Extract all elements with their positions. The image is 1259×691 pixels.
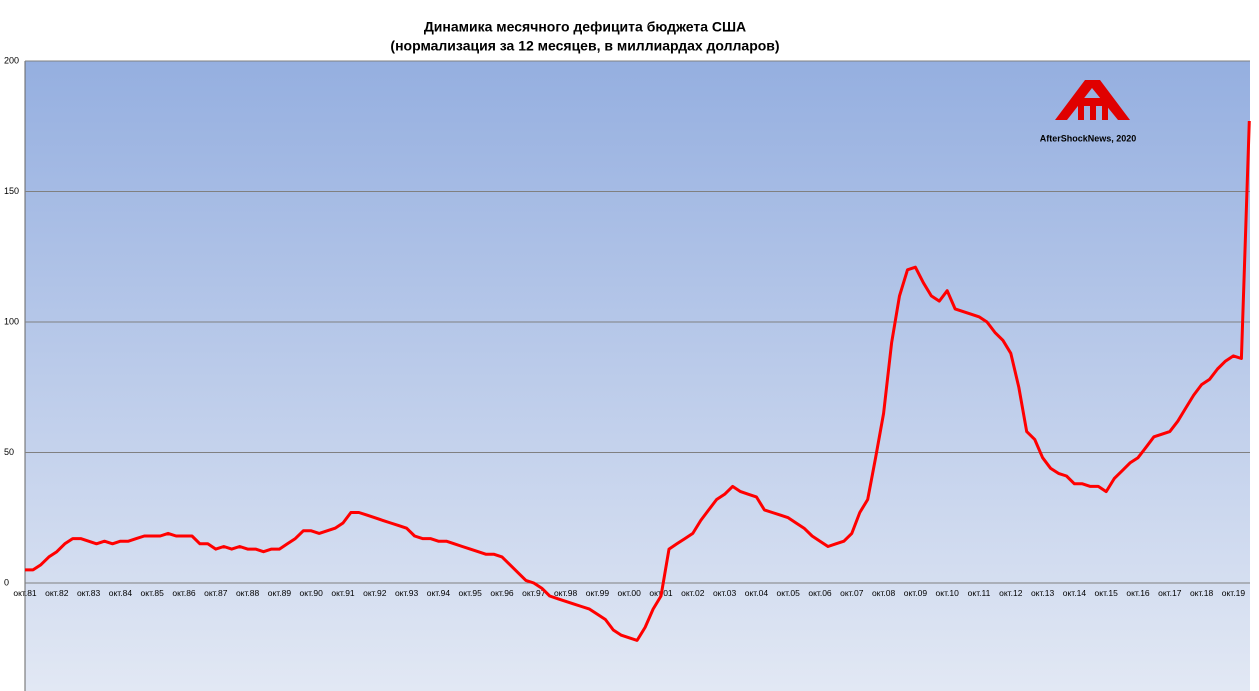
x-tick-label: окт.98	[554, 588, 578, 598]
x-tick-label: окт.85	[141, 588, 165, 598]
x-tick-label: окт.17	[1158, 588, 1182, 598]
x-tick-label: окт.81	[13, 588, 37, 598]
x-tick-label: окт.95	[459, 588, 483, 598]
x-tick-label: окт.13	[1031, 588, 1055, 598]
x-tick-label: окт.87	[204, 588, 228, 598]
x-tick-label: окт.00	[618, 588, 642, 598]
x-tick-label: окт.14	[1063, 588, 1087, 598]
x-tick-label: окт.09	[904, 588, 928, 598]
x-tick-label: окт.16	[1126, 588, 1150, 598]
x-tick-label: окт.19	[1222, 588, 1246, 598]
x-tick-label: окт.18	[1190, 588, 1214, 598]
x-tick-label: окт.03	[713, 588, 737, 598]
x-tick-label: окт.88	[236, 588, 260, 598]
data-line	[25, 120, 1251, 642]
y-tick-label: 200	[4, 55, 19, 65]
x-tick-label: окт.12	[999, 588, 1023, 598]
x-tick-label: окт.15	[1095, 588, 1119, 598]
x-tick-label: окт.86	[172, 588, 196, 598]
x-tick-label: окт.10	[936, 588, 960, 598]
x-tick-label: окт.82	[45, 588, 69, 598]
x-tick-label: окт.02	[681, 588, 705, 598]
x-tick-label: окт.07	[840, 588, 864, 598]
x-tick-label: окт.94	[427, 588, 451, 598]
plot-area	[25, 61, 1250, 691]
x-tick-label: окт.96	[490, 588, 514, 598]
x-tick-label: окт.05	[777, 588, 801, 598]
logo	[1055, 80, 1130, 120]
y-tick-label: 150	[4, 186, 19, 196]
x-tick-label: окт.84	[109, 588, 133, 598]
x-tick-label: окт.93	[395, 588, 419, 598]
chart-subtitle: (нормализация за 12 месяцев, в миллиарда…	[390, 38, 779, 54]
x-tick-label: окт.97	[522, 588, 546, 598]
x-tick-label: окт.11	[968, 588, 991, 598]
x-tick-label: окт.91	[331, 588, 355, 598]
x-tick-label: окт.83	[77, 588, 101, 598]
chart-title: Динамика месячного дефицита бюджета США	[424, 19, 746, 35]
x-tick-label: окт.99	[586, 588, 610, 598]
y-tick-label: 100	[4, 316, 19, 326]
x-tick-label: окт.92	[363, 588, 387, 598]
y-tick-label: 50	[4, 447, 14, 457]
x-tick-label: окт.04	[745, 588, 769, 598]
x-tick-label: окт.08	[872, 588, 896, 598]
x-tick-label: окт.89	[268, 588, 292, 598]
x-tick-label: окт.90	[300, 588, 324, 598]
x-tick-label: окт.06	[808, 588, 832, 598]
watermark: AfterShockNews, 2020	[1040, 133, 1137, 143]
y-tick-label: 0	[4, 577, 9, 587]
